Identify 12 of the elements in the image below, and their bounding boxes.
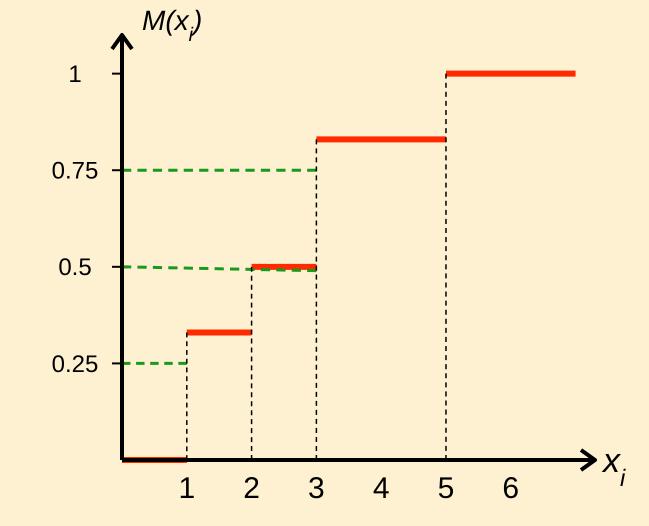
y-tick-label: 0.5 [58, 254, 92, 282]
x-tick-label: 1 [178, 472, 196, 505]
x-tick-label: 3 [308, 472, 325, 505]
x-axis-title: x$_{i}$ [601, 442, 626, 492]
x-tick-label: 5 [438, 472, 454, 505]
y-axis-title: M(x$_{i}$) [142, 5, 202, 46]
y-tick-label: 0.75 [52, 158, 98, 185]
y-tick-label: 0.25 [52, 350, 98, 378]
x-tick-label: 2 [243, 472, 260, 505]
y-tick-label: 1 [68, 61, 82, 88]
x-tick-label: 6 [502, 472, 520, 505]
x-tick-label: 4 [372, 472, 390, 505]
